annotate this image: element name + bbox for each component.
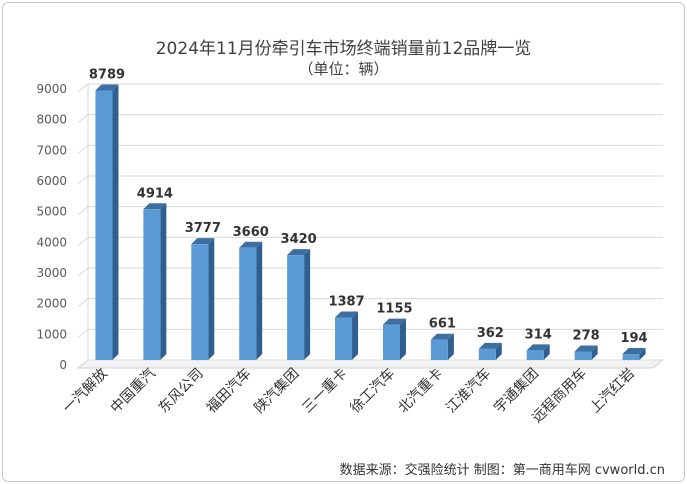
bar-side xyxy=(304,249,311,360)
gridline-depth xyxy=(77,206,89,216)
data-label: 8789 xyxy=(89,67,125,82)
bar xyxy=(95,90,113,360)
y-tick-label: 3000 xyxy=(36,266,67,280)
bar xyxy=(239,247,257,360)
data-label: 1155 xyxy=(376,302,412,317)
bar-top xyxy=(335,311,359,318)
bar-side xyxy=(160,203,167,360)
data-label: 3660 xyxy=(233,225,269,240)
data-label: 1387 xyxy=(328,294,364,309)
y-tick-label: 8000 xyxy=(36,113,67,127)
bar xyxy=(143,209,161,360)
bar-side xyxy=(112,84,119,360)
x-category-label: 中国重汽 xyxy=(108,366,159,417)
y-tick-label: 9000 xyxy=(36,82,67,96)
x-category-label: 徐工汽车 xyxy=(347,365,399,417)
y-tick-label: 2000 xyxy=(36,297,67,311)
x-category-label: 福田汽车 xyxy=(203,365,255,417)
y-tick-label: 4000 xyxy=(36,235,67,249)
x-category-label: 东风公司 xyxy=(156,366,207,417)
data-label: 194 xyxy=(620,331,647,346)
gridline-depth xyxy=(77,114,89,124)
gridline-depth xyxy=(77,267,89,277)
bar xyxy=(574,351,592,360)
bar-top xyxy=(239,241,263,248)
bar-side xyxy=(352,311,359,360)
gridline-depth xyxy=(77,298,89,308)
bar xyxy=(287,255,305,360)
bar-side xyxy=(543,344,550,360)
bar xyxy=(191,244,209,360)
bar-side xyxy=(208,238,215,360)
bar-top xyxy=(191,238,215,245)
x-category-label: 陕汽集团 xyxy=(251,365,303,417)
gridline-depth xyxy=(77,83,89,93)
bar xyxy=(622,354,640,360)
bar-side xyxy=(639,348,646,360)
data-label: 3420 xyxy=(281,232,317,247)
data-label: 362 xyxy=(477,326,504,341)
data-label: 4914 xyxy=(137,186,173,201)
bar-top xyxy=(478,342,502,349)
data-label: 3777 xyxy=(185,221,221,236)
bar-side xyxy=(256,241,263,360)
x-category-label: 三一重卡 xyxy=(299,366,350,417)
bar-side xyxy=(447,333,454,360)
gridline-depth xyxy=(77,175,89,185)
x-category-label: 北汽重卡 xyxy=(395,366,446,417)
data-label: 278 xyxy=(573,328,600,343)
y-tick-label: 0 xyxy=(59,358,67,372)
gridline-depth xyxy=(77,144,89,154)
bar-top xyxy=(574,345,598,352)
bar xyxy=(478,348,496,360)
gridline-depth xyxy=(77,328,89,338)
bar xyxy=(526,350,544,360)
bar-top xyxy=(95,84,119,91)
bar-side xyxy=(495,342,502,360)
y-tick-label: 7000 xyxy=(36,143,67,157)
y-tick-label: 5000 xyxy=(36,205,67,219)
bar-top xyxy=(622,348,646,355)
bar xyxy=(430,339,448,360)
chart-subtitle: （单位：辆） xyxy=(298,60,389,78)
data-label: 661 xyxy=(429,317,456,332)
bar xyxy=(382,324,400,360)
bar-side xyxy=(591,345,598,360)
data-label: 314 xyxy=(525,327,552,342)
chart-title: 2024年11月份牵引车市场终端销量前12品牌一览 xyxy=(155,39,532,59)
bar-top xyxy=(143,203,167,210)
y-tick-label: 6000 xyxy=(36,174,67,188)
bar-top xyxy=(287,249,311,256)
chart-floor xyxy=(76,359,665,369)
x-category-label: 江淮汽车 xyxy=(443,365,495,417)
bar-top xyxy=(430,333,454,340)
bar-top xyxy=(382,318,406,325)
gridline-depth xyxy=(77,359,89,369)
bar-side xyxy=(399,318,406,360)
x-category-label: 一汽解放 xyxy=(60,366,111,417)
source-footer: 数据来源：交强险统计 制图：第一商用车网 cvworld.cn xyxy=(339,463,665,478)
bar xyxy=(335,317,353,360)
gridline-depth xyxy=(77,236,89,246)
bar-top xyxy=(526,344,550,351)
x-category-label: 上汽红岩 xyxy=(587,366,638,417)
y-tick-label: 1000 xyxy=(36,327,67,341)
